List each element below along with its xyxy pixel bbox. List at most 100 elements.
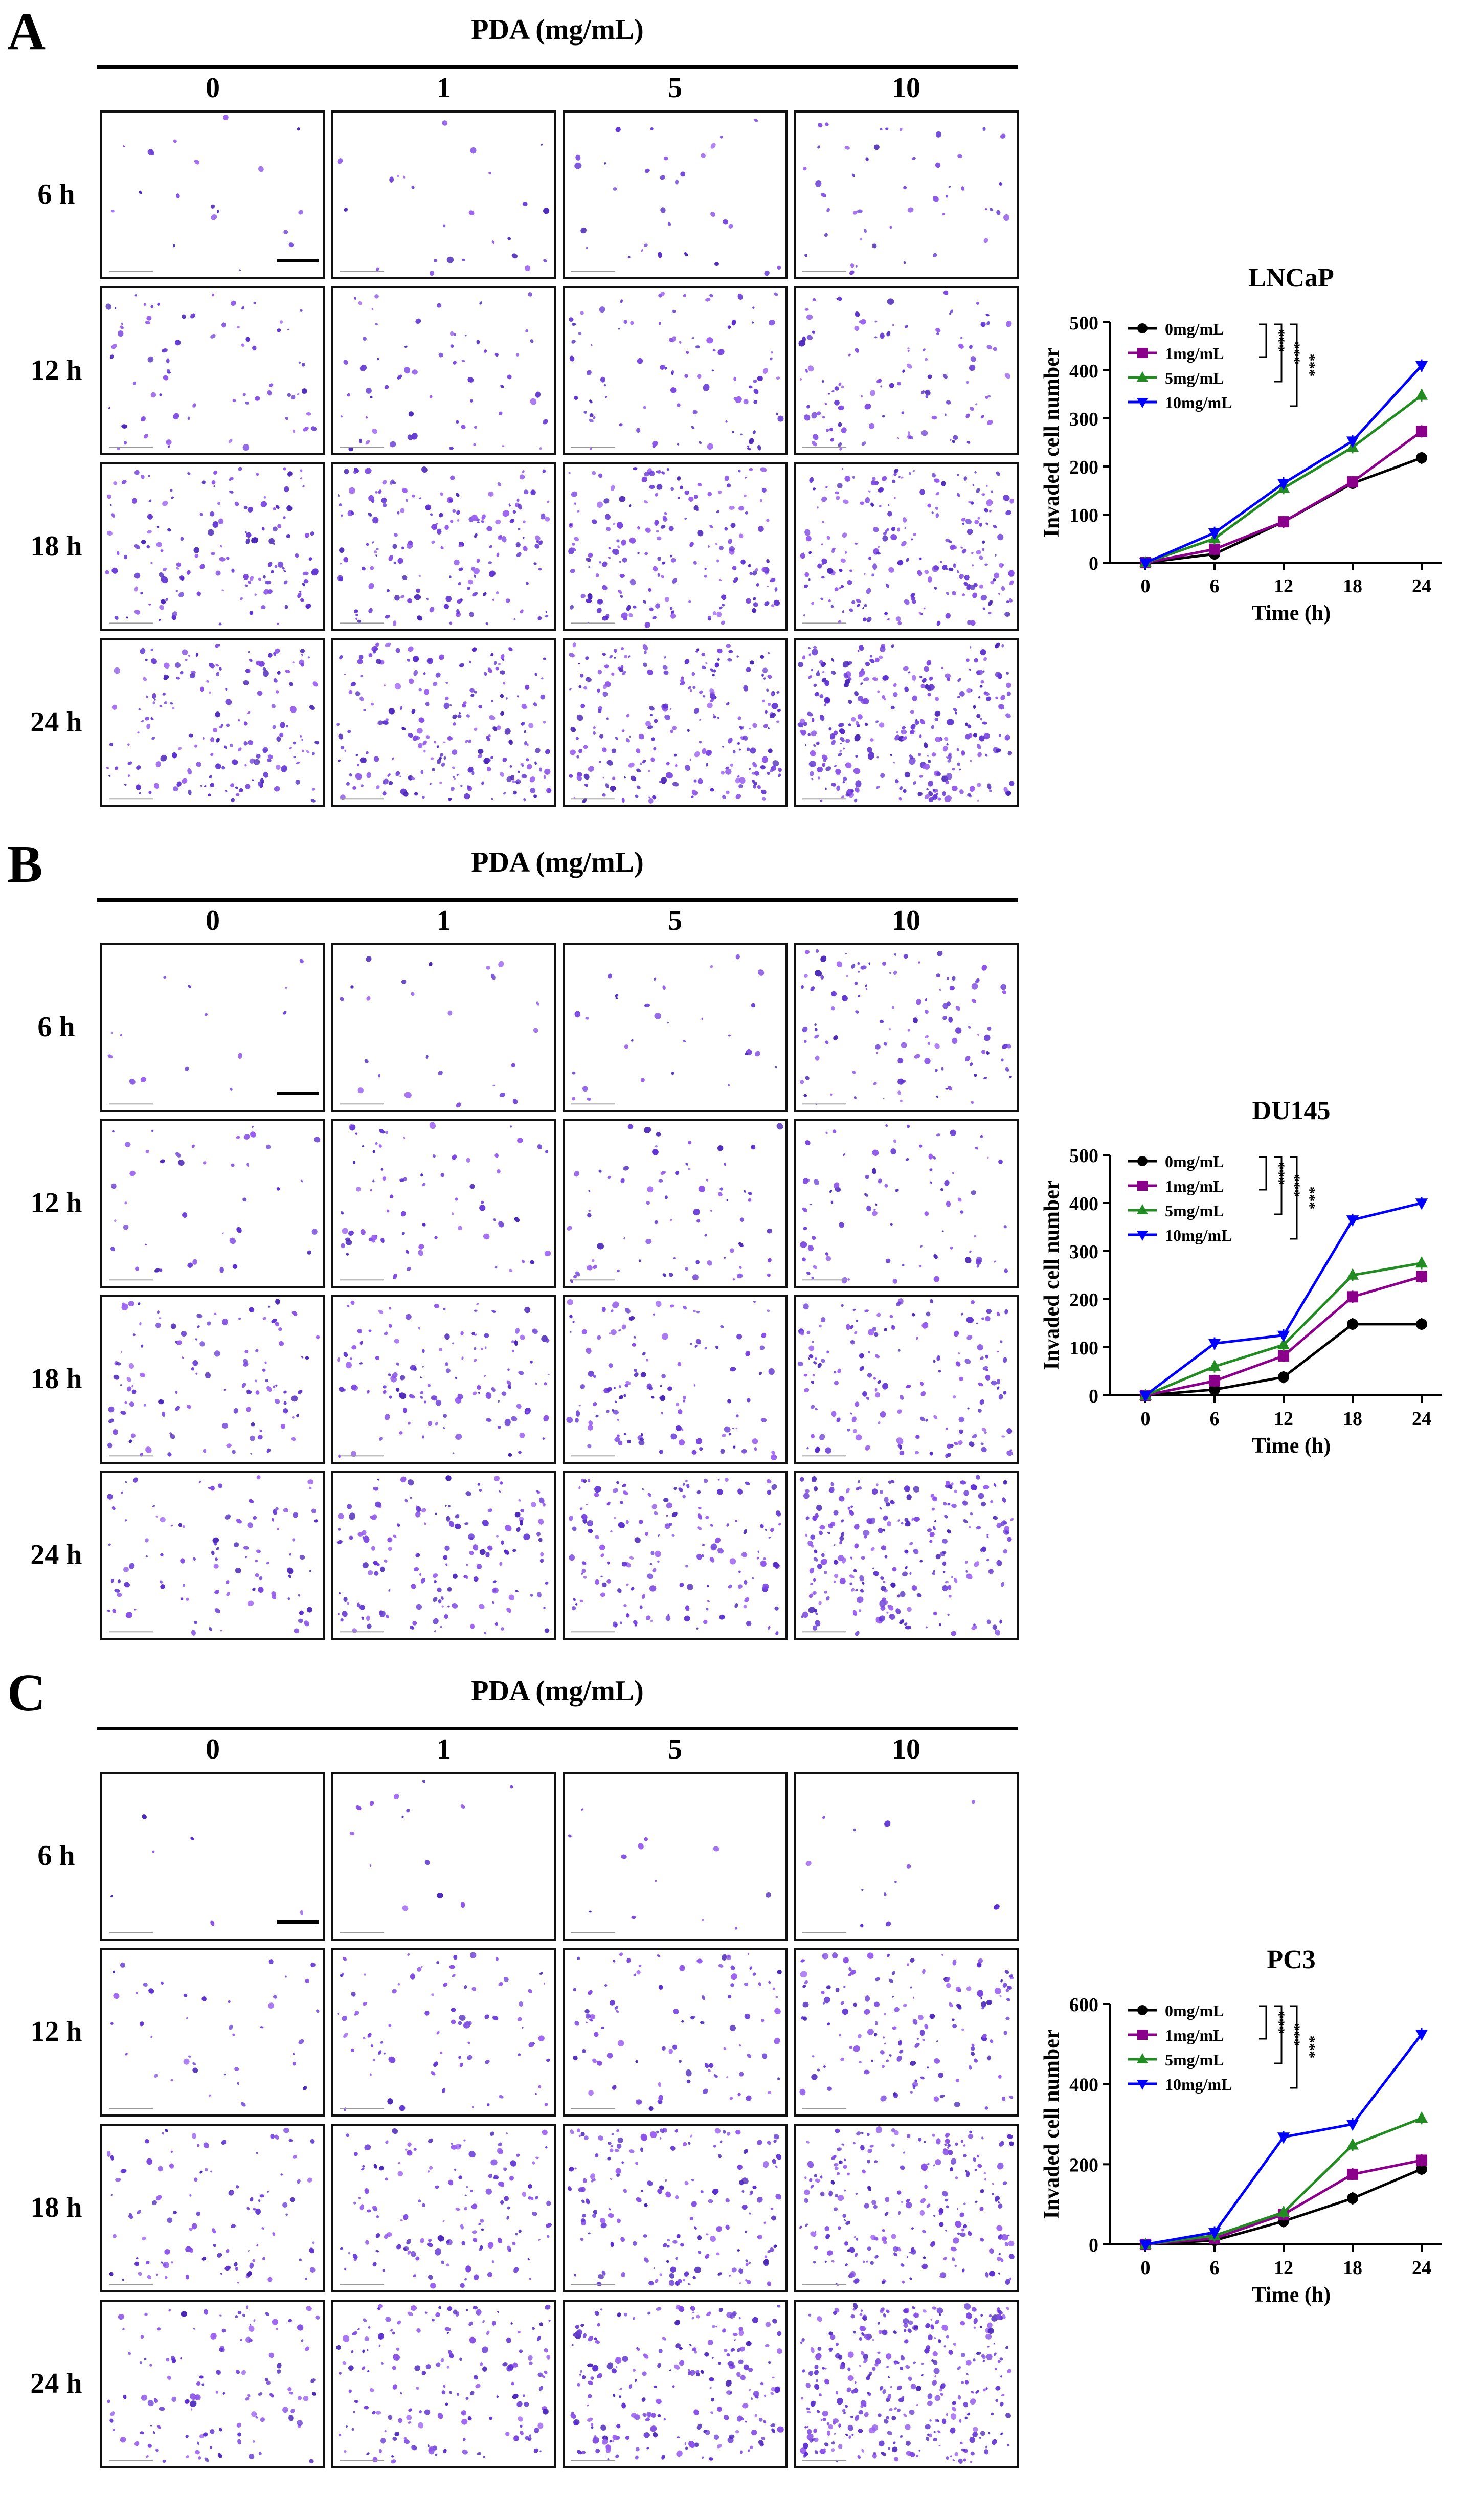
micrograph <box>563 1295 788 1464</box>
micrograph <box>794 1295 1019 1464</box>
significance-stars: *** <box>1286 1174 1303 1197</box>
cell-stain-image <box>105 293 317 451</box>
time-label: 24 h <box>30 1539 82 1571</box>
significance-bracket <box>1274 1156 1283 1215</box>
legend-marker <box>1137 1181 1148 1191</box>
concentration-label: 10 <box>892 1733 920 1765</box>
data-point <box>1277 2132 1290 2144</box>
cell-stain-image <box>340 1779 513 1933</box>
micrograph <box>331 1295 556 1464</box>
x-tick-label: 0 <box>1141 1408 1151 1430</box>
cell-stain-image <box>799 1475 1014 1636</box>
data-point <box>1139 558 1152 570</box>
legend-marker <box>1137 1156 1148 1166</box>
significance-bracket <box>1290 2005 1298 2089</box>
cell-stain-image <box>568 467 780 628</box>
y-axis-label: Invaded cell number <box>1040 1180 1064 1370</box>
cell-stain-image <box>799 2126 1015 2286</box>
micrograph <box>100 2300 325 2468</box>
time-label: 24 h <box>30 2368 82 2399</box>
concentration-label: 0 <box>206 1733 220 1765</box>
header-rule <box>97 898 1018 902</box>
cell-stain-image <box>336 466 550 626</box>
micrograph <box>794 1772 1019 1941</box>
micrograph <box>100 1948 325 2117</box>
legend-marker <box>1137 1204 1148 1214</box>
legend-marker <box>1137 2053 1148 2063</box>
y-axis-label: Invaded cell number <box>1040 347 1064 537</box>
chart-title: PC3 <box>1267 1945 1315 1974</box>
micrograph <box>563 110 788 279</box>
time-label: 12 h <box>30 2016 82 2047</box>
data-point <box>1415 388 1428 400</box>
pda-header: PDA (mg/mL) <box>471 14 644 46</box>
y-tick-label: 300 <box>1069 1241 1098 1263</box>
micrograph <box>563 1119 788 1288</box>
data-point <box>1139 2240 1152 2252</box>
scale-bar <box>277 1920 319 1924</box>
micrograph <box>100 638 325 807</box>
micrograph <box>331 1948 556 2117</box>
data-point <box>1416 1318 1427 1330</box>
time-label: 6 h <box>37 179 75 210</box>
y-tick-label: 500 <box>1069 313 1098 334</box>
micrograph <box>563 638 788 807</box>
cell-stain-image <box>109 1959 320 2109</box>
micrograph <box>794 2300 1019 2468</box>
data-point <box>1346 1215 1359 1227</box>
cell-stain-image <box>340 292 548 452</box>
cell-stain-image <box>798 290 1012 451</box>
data-point <box>1416 452 1427 464</box>
x-tick-label: 18 <box>1343 1408 1362 1430</box>
data-point <box>1209 1375 1220 1387</box>
micrograph <box>794 1948 1019 2117</box>
x-axis-label: Time (h) <box>1252 2283 1331 2307</box>
y-tick-label: 400 <box>1069 2075 1098 2096</box>
micrograph <box>331 1471 556 1640</box>
legend-label: 0mg/mL <box>1165 320 1224 338</box>
cell-stain-image <box>340 2128 552 2289</box>
significance-bracket <box>1259 1156 1267 1191</box>
micrograph <box>100 462 325 631</box>
y-tick-label: 0 <box>1089 1386 1098 1407</box>
data-point <box>1416 2154 1427 2166</box>
cell-stain-image <box>337 1300 550 1458</box>
header-rule <box>97 1727 1018 1730</box>
cell-stain-image <box>800 2303 1011 2464</box>
y-tick-label: 500 <box>1069 1145 1098 1167</box>
panel-c: C PDA (mg/mL) 0 1 5 10 6 h 12 h 18 h 24 h PC3 0 200 4… <box>0 1661 1484 2490</box>
data-point <box>1416 1271 1427 1282</box>
x-tick-label: 6 <box>1210 1408 1220 1430</box>
cell-stain-image <box>800 949 1012 1105</box>
time-label: 18 h <box>30 1363 82 1395</box>
line-chart: LNCaP 0 100 200 300 400 500 0 6 12 18 24 Time (h) Inv… <box>1023 256 1473 644</box>
cell-stain-image <box>566 1299 777 1461</box>
cell-stain-image <box>569 1478 781 1635</box>
pda-header: PDA (mg/mL) <box>471 847 644 878</box>
concentration-label: 10 <box>892 72 920 104</box>
significance-stars: *** <box>1301 2036 1318 2059</box>
y-tick-label: 100 <box>1069 1338 1098 1359</box>
micrograph <box>100 286 325 455</box>
data-point <box>1346 1268 1359 1280</box>
micrograph <box>563 2124 788 2292</box>
significance-stars: *** <box>1301 354 1318 377</box>
data-point <box>1277 2206 1290 2217</box>
micrograph <box>100 943 325 1112</box>
panel-letter: A <box>7 2 46 61</box>
legend-marker <box>1137 371 1148 382</box>
cell-stain-image <box>107 1475 318 1636</box>
cell-stain-image <box>797 1298 1013 1458</box>
micrograph <box>100 1119 325 1288</box>
legend-label: 0mg/mL <box>1165 1152 1224 1171</box>
cell-stain-image <box>336 642 552 802</box>
micrograph <box>563 943 788 1112</box>
legend-label: 10mg/mL <box>1165 393 1232 412</box>
line-chart: PC3 0 200 400 600 0 6 12 18 24 Time (h) Invaded cel… <box>1023 1938 1473 2326</box>
header-rule <box>97 65 1018 69</box>
x-tick-label: 18 <box>1343 575 1362 597</box>
cell-stain-image <box>106 643 320 803</box>
micrograph <box>331 943 556 1112</box>
time-label: 12 h <box>30 1187 82 1219</box>
significance-stars: *** <box>1271 2011 1288 2034</box>
